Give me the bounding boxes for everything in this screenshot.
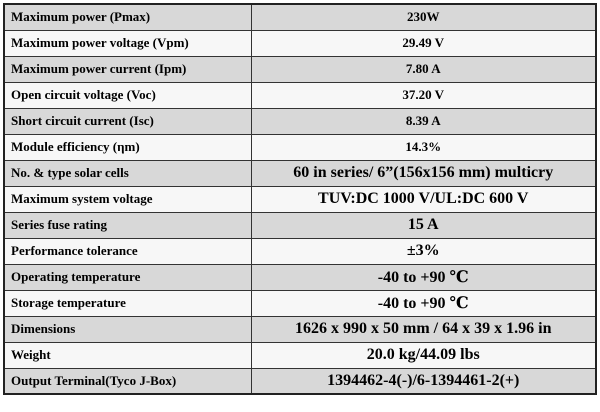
spec-value: 1626 x 990 x 50 mm / 64 x 39 x 1.96 in — [250, 315, 597, 343]
table-row: Output Terminal(Tyco J-Box) 1394462-4(-)/… — [3, 367, 597, 395]
table-row: Maximum power current (Ipm) 7.80 A — [3, 55, 597, 83]
table-row: Weight 20.0 kg/44.09 lbs — [3, 341, 597, 369]
spec-value: 7.80 A — [250, 55, 597, 83]
spec-label: Performance tolerance — [3, 237, 252, 265]
table-row: Dimensions 1626 x 990 x 50 mm / 64 x 39 x… — [3, 315, 597, 343]
table-row: Performance tolerance ±3% — [3, 237, 597, 265]
spec-value: -40 to +90 ℃ — [250, 289, 597, 317]
spec-label: Maximum power current (Ipm) — [3, 55, 252, 83]
spec-value: 14.3% — [250, 133, 597, 161]
table-row: No. & type solar cells 60 in series/ 6”(1… — [3, 159, 597, 187]
spec-value: TUV:DC 1000 V/UL:DC 600 V — [250, 185, 597, 213]
spec-table: Maximum power (Pmax) 230W Maximum power vo… — [3, 3, 597, 395]
spec-label: Short circuit current (Isc) — [3, 107, 252, 135]
table-row: Series fuse rating 15 A — [3, 211, 597, 239]
spec-label: Module efficiency (ηm) — [3, 133, 252, 161]
spec-label: Maximum power voltage (Vpm) — [3, 29, 252, 57]
spec-value: 15 A — [250, 211, 597, 239]
spec-value: 1394462-4(-)/6-1394461-2(+) — [250, 367, 597, 395]
table-row: Module efficiency (ηm) 14.3% — [3, 133, 597, 161]
spec-label: Maximum power (Pmax) — [3, 3, 252, 31]
table-row: Maximum power (Pmax) 230W — [3, 3, 597, 31]
table-row: Open circuit voltage (Voc) 37.20 V — [3, 81, 597, 109]
spec-label: No. & type solar cells — [3, 159, 252, 187]
spec-value: -40 to +90 ℃ — [250, 263, 597, 291]
table-row: Short circuit current (Isc) 8.39 A — [3, 107, 597, 135]
spec-label: Operating temperature — [3, 263, 252, 291]
table-row: Maximum power voltage (Vpm) 29.49 V — [3, 29, 597, 57]
spec-value: ±3% — [250, 237, 597, 265]
spec-value: 60 in series/ 6”(156x156 mm) multicry — [250, 159, 597, 187]
spec-label: Maximum system voltage — [3, 185, 252, 213]
table-row: Maximum system voltage TUV:DC 1000 V/UL:D… — [3, 185, 597, 213]
spec-label: Storage temperature — [3, 289, 252, 317]
spec-label: Weight — [3, 341, 252, 369]
spec-value: 8.39 A — [250, 107, 597, 135]
spec-value: 230W — [250, 3, 597, 31]
spec-value: 29.49 V — [250, 29, 597, 57]
table-body: Maximum power (Pmax) 230W Maximum power vo… — [3, 3, 597, 395]
spec-label: Series fuse rating — [3, 211, 252, 239]
table-row: Operating temperature -40 to +90 ℃ — [3, 263, 597, 291]
spec-label: Dimensions — [3, 315, 252, 343]
spec-value: 20.0 kg/44.09 lbs — [250, 341, 597, 369]
spec-value: 37.20 V — [250, 81, 597, 109]
table-row: Storage temperature -40 to +90 ℃ — [3, 289, 597, 317]
spec-label: Open circuit voltage (Voc) — [3, 81, 252, 109]
spec-label: Output Terminal(Tyco J-Box) — [3, 367, 252, 395]
